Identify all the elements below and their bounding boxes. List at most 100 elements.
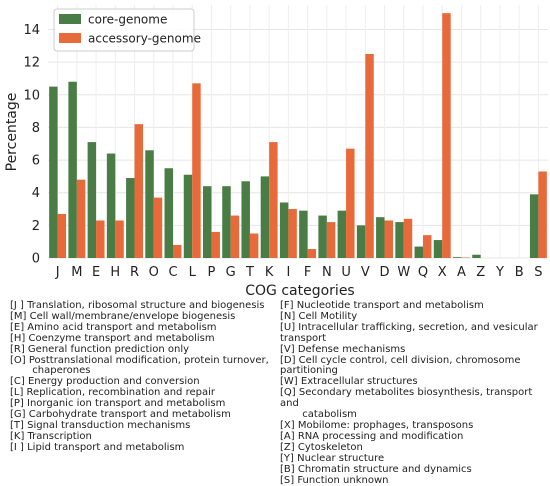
- bar-accessory-genome-T: [250, 234, 258, 258]
- cog-descriptions-right-column: [F] Nucleotide transport and metabolism[…: [280, 301, 548, 486]
- bar-accessory-genome-P: [211, 232, 219, 258]
- bar-core-genome-X: [434, 240, 442, 258]
- bar-core-genome-T: [241, 181, 249, 258]
- y-tick-label: 10: [23, 88, 40, 103]
- bar-core-genome-H: [107, 154, 115, 258]
- x-tick-label: G: [226, 265, 236, 280]
- bar-core-genome-K: [261, 176, 269, 258]
- x-tick-label: X: [438, 265, 447, 280]
- x-tick-label: U: [341, 265, 351, 280]
- bar-core-genome-E: [88, 142, 96, 258]
- y-tick-label: 8: [32, 121, 40, 136]
- bar-core-genome-V: [357, 225, 365, 258]
- x-tick-label: C: [168, 265, 177, 280]
- cog-description-item: [R] General function prediction only: [10, 345, 278, 356]
- bar-accessory-genome-V: [365, 54, 373, 258]
- x-tick-label: M: [71, 265, 82, 280]
- bar-core-genome-I: [280, 203, 288, 259]
- bar-accessory-genome-W: [404, 219, 412, 258]
- x-tick-label: D: [380, 265, 390, 280]
- x-tick-label: S: [534, 265, 542, 280]
- bar-accessory-genome-K: [269, 142, 277, 258]
- x-tick-label: T: [245, 265, 254, 280]
- legend-label-core-genome: core-genome: [88, 13, 167, 27]
- bar-accessory-genome-Q: [423, 235, 431, 258]
- x-tick-label: L: [189, 265, 197, 280]
- x-tick-label: R: [130, 265, 139, 280]
- bar-accessory-genome-J: [58, 214, 66, 258]
- bar-core-genome-C: [165, 168, 173, 258]
- cog-description-item: [U] Intracellular trafficking, secretion…: [280, 323, 548, 345]
- bar-core-genome-P: [203, 186, 211, 258]
- bar-core-genome-L: [184, 175, 192, 258]
- x-tick-label: E: [92, 265, 100, 280]
- y-axis-label: Percentage: [4, 93, 20, 172]
- x-tick-label: Z: [476, 265, 485, 280]
- bar-accessory-genome-C: [173, 245, 181, 258]
- x-tick-label: Y: [495, 265, 504, 280]
- x-axis-label: COG categories: [245, 283, 354, 299]
- x-tick-label: P: [208, 265, 216, 280]
- legend-swatch-accessory-genome: [59, 33, 81, 43]
- x-tick-label: F: [304, 265, 311, 280]
- cog-description-item: [I ] Lipid transport and metabolism: [10, 443, 278, 454]
- bar-accessory-genome-U: [346, 149, 354, 258]
- bar-accessory-genome-O: [154, 198, 162, 258]
- legend-swatch-core-genome: [59, 14, 81, 24]
- x-tick-label: A: [457, 265, 466, 280]
- bar-core-genome-W: [395, 222, 403, 258]
- bar-accessory-genome-D: [385, 220, 393, 258]
- bar-accessory-genome-L: [192, 83, 200, 258]
- bar-core-genome-A: [453, 257, 461, 258]
- x-tick-label: V: [361, 265, 370, 280]
- bar-accessory-genome-E: [96, 220, 104, 258]
- bar-accessory-genome-F: [308, 249, 316, 258]
- bar-accessory-genome-H: [115, 220, 123, 258]
- bar-core-genome-Q: [415, 247, 423, 258]
- x-tick-label: K: [265, 265, 274, 280]
- bar-core-genome-J: [49, 87, 57, 258]
- bar-core-genome-Z: [472, 255, 480, 258]
- bar-accessory-genome-G: [231, 216, 239, 258]
- cog-description-item: [Q] Secondary metabolites biosynthesis, …: [280, 388, 548, 421]
- bar-core-genome-R: [126, 178, 134, 258]
- bar-core-genome-U: [338, 211, 346, 258]
- x-tick-label: I: [286, 265, 290, 280]
- x-tick-label: J: [55, 265, 60, 280]
- bar-core-genome-G: [222, 186, 230, 258]
- y-tick-label: 12: [23, 56, 40, 71]
- y-tick-label: 2: [32, 219, 40, 234]
- bar-accessory-genome-I: [288, 209, 296, 258]
- x-tick-label: O: [149, 265, 159, 280]
- x-tick-label: W: [397, 265, 410, 280]
- bar-core-genome-O: [145, 150, 153, 258]
- bar-core-genome-S: [530, 194, 538, 258]
- x-tick-label: H: [110, 265, 120, 280]
- x-tick-label: Q: [418, 265, 428, 280]
- cog-description-item: [V] Defense mechanisms: [280, 345, 548, 356]
- bar-core-genome-D: [376, 217, 384, 258]
- bar-core-genome-M: [68, 82, 76, 258]
- x-tick-label: N: [322, 265, 332, 280]
- cog-description-item: [H] Coenzyme transport and metabolism: [10, 334, 278, 345]
- cog-description-item: [O] Posttranslational modification, prot…: [10, 356, 278, 378]
- bar-accessory-genome-M: [77, 180, 85, 258]
- y-tick-label: 6: [32, 154, 40, 169]
- bar-accessory-genome-R: [135, 124, 143, 258]
- cog-category-descriptions: [J ] Translation, ribosomal structure an…: [0, 300, 550, 462]
- chart-legend: core-genome accessory-genome: [54, 9, 201, 51]
- bar-accessory-genome-X: [442, 13, 450, 258]
- legend-label-accessory-genome: accessory-genome: [88, 32, 201, 46]
- cog-description-item: [S] Function unknown: [280, 476, 548, 486]
- bar-accessory-genome-S: [538, 171, 546, 258]
- y-tick-label: 0: [32, 252, 40, 267]
- bar-core-genome-N: [318, 216, 326, 258]
- cog-description-item: [Y] Nuclear structure: [280, 454, 548, 465]
- x-tick-label: B: [515, 265, 524, 280]
- bar-accessory-genome-N: [327, 222, 335, 258]
- bar-core-genome-F: [299, 211, 307, 258]
- cog-descriptions-left-column: [J ] Translation, ribosomal structure an…: [10, 301, 278, 454]
